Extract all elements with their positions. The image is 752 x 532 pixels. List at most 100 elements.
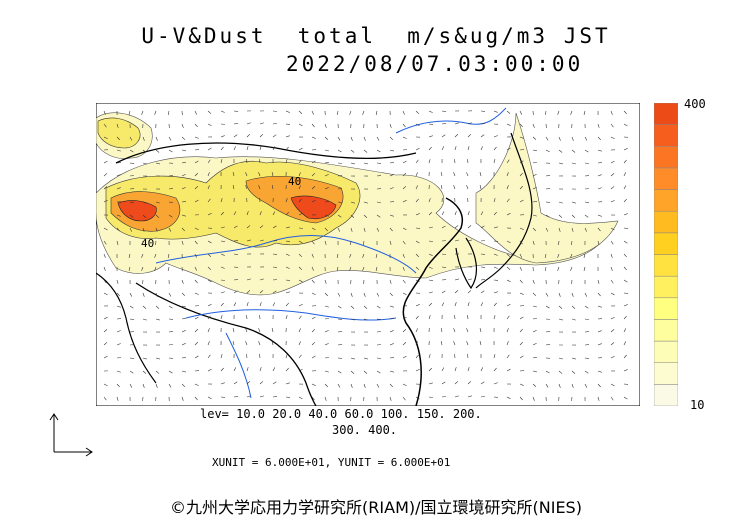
wind-vector [389, 343, 394, 346]
wind-vector [168, 175, 173, 177]
wind-vector [207, 185, 210, 190]
wind-vector [441, 110, 447, 112]
wind-vector [389, 136, 394, 141]
wind-vector [246, 381, 251, 385]
wind-vector [493, 110, 498, 113]
wind-vector [311, 160, 316, 164]
wind-vector [532, 201, 537, 203]
wind-vector [128, 110, 131, 115]
wind-vector [479, 185, 482, 190]
wind-vector [545, 188, 550, 190]
wind-vector [389, 174, 394, 177]
wind-vector [402, 160, 407, 164]
wind-vector [597, 279, 600, 284]
wind-vector [479, 328, 482, 333]
wind-vector [467, 302, 470, 307]
wind-vector [181, 136, 186, 140]
wind-vector [441, 290, 446, 294]
wind-vector [389, 149, 394, 152]
wind-vector [181, 201, 186, 203]
wind-vector [466, 341, 469, 346]
wind-vector [454, 381, 459, 385]
wind-vector [363, 214, 368, 218]
wind-vector [623, 213, 628, 216]
wind-vector [285, 135, 290, 138]
wind-vector [311, 199, 316, 203]
wind-vector [233, 134, 238, 138]
wind-vector [337, 383, 341, 388]
wind-vector [272, 225, 277, 229]
wind-vector [350, 201, 355, 204]
wind-vector [428, 291, 433, 294]
wind-vector [220, 240, 225, 242]
wind-vector [545, 136, 549, 141]
colorbar-min-label: 10 [690, 398, 705, 412]
colorbar-swatch [654, 103, 678, 125]
wind-vector [415, 198, 419, 203]
border-mongolia [115, 142, 417, 164]
wind-vector [415, 110, 420, 115]
wind-vector [285, 354, 288, 359]
colorbar-max-label: 400 [684, 97, 706, 111]
wind-vector [181, 343, 186, 346]
wind-vector [220, 266, 225, 269]
wind-vector [207, 315, 211, 320]
wind-vector [506, 341, 509, 346]
colorbar-swatch [654, 167, 678, 190]
wind-vector [610, 160, 615, 164]
wind-vector [349, 110, 352, 115]
wind-vector [142, 318, 147, 321]
wind-vector [571, 357, 576, 360]
wind-vector [259, 290, 264, 294]
wind-vector [324, 383, 329, 388]
wind-vector [441, 134, 446, 138]
wind-vector [415, 123, 420, 127]
wind-vector [350, 136, 353, 141]
wind-vector [480, 225, 485, 229]
colorbar [654, 103, 678, 406]
wind-vector [142, 214, 147, 218]
wind-vector [532, 136, 537, 140]
wind-vector [402, 240, 406, 245]
wind-vector [168, 149, 173, 153]
wind-vector [610, 227, 615, 231]
wind-vector [467, 367, 470, 372]
wind-vector [181, 240, 184, 245]
wind-vector [389, 292, 393, 297]
wind-vector [103, 227, 108, 231]
wind-vector [363, 305, 368, 309]
wind-vector [324, 240, 327, 245]
wind-vector [428, 315, 431, 320]
wind-vector [389, 214, 394, 217]
wind-vector [519, 123, 523, 128]
wind-vector [519, 110, 523, 115]
wind-vector [311, 383, 316, 386]
wind-vector [129, 383, 133, 388]
wind-vector [129, 201, 134, 203]
wind-vector [375, 266, 378, 271]
wind-vector [324, 318, 329, 320]
wind-vector [376, 318, 382, 320]
wind-vector [597, 162, 603, 164]
wind-vector [428, 279, 433, 281]
wind-vector [233, 123, 238, 125]
wind-vector [506, 368, 511, 372]
wind-vector [233, 279, 239, 281]
wind-vector [155, 149, 160, 153]
wind-vector [571, 370, 576, 374]
wind-vector [441, 266, 447, 268]
wind-vector [376, 292, 380, 297]
wind-vector [285, 266, 290, 269]
wind-vector [519, 341, 523, 346]
wind-vector [571, 214, 576, 218]
wind-vector [116, 305, 121, 308]
wind-vector [493, 354, 496, 359]
wind-vector [558, 318, 563, 321]
wind-vector [362, 253, 365, 258]
wind-vector [285, 367, 289, 372]
chart-title: U-V&Dust total m/s&ug/m3 JST [141, 24, 611, 48]
wind-vector [116, 370, 121, 373]
wind-vector [544, 253, 547, 258]
wind-vector [597, 227, 601, 232]
wind-vector [285, 211, 290, 216]
